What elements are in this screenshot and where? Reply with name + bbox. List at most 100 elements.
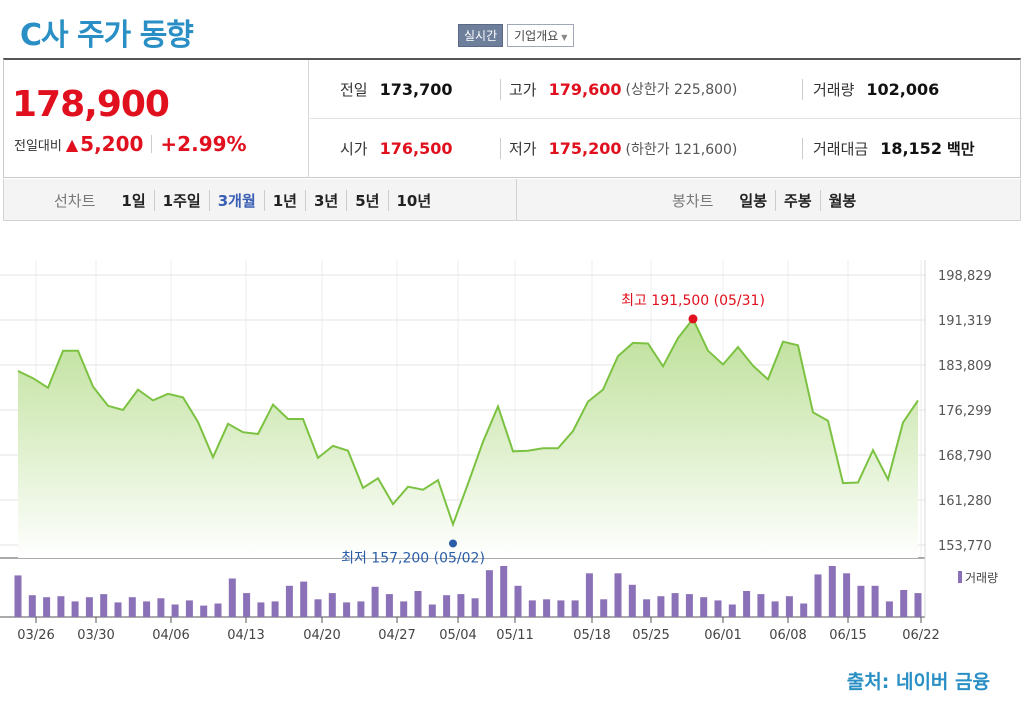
volume-bar: [757, 594, 765, 617]
volume-bar: [128, 597, 136, 617]
max-annotation: 최고 191,500 (05/31): [621, 293, 765, 309]
low-label: 저가: [509, 140, 537, 158]
x-tick-label: 03/26: [17, 628, 54, 643]
volume-bar: [685, 594, 693, 617]
x-tick-label: 06/01: [704, 628, 741, 643]
volume-bar: [671, 593, 679, 617]
volume-bar: [371, 586, 379, 617]
period-1d[interactable]: 1일: [121, 191, 146, 210]
volume-bar: [657, 596, 665, 617]
volume-bar: [543, 599, 551, 617]
open-cell: 시가 176,500: [340, 138, 452, 159]
y-tick-label: 176,299: [938, 404, 992, 419]
volume-bar: [185, 600, 193, 617]
high-cell: 고가 179,600 (상한가 225,800): [500, 78, 737, 100]
volume-bar: [914, 593, 922, 617]
volume-bar: [28, 595, 36, 617]
company-overview-label: 기업개요: [514, 29, 559, 43]
y-tick-label: 161,280: [938, 494, 992, 509]
x-tick-label: 04/13: [227, 628, 264, 643]
line-chart-label: 선차트: [54, 191, 96, 210]
min-point-marker: [449, 539, 457, 548]
period-3y[interactable]: 3년: [305, 189, 346, 211]
volume-bar: [871, 585, 879, 617]
x-tick-label: 06/08: [769, 628, 806, 643]
price-area: 178,900 전일대비 ▲ 5,200 +2.99%: [4, 60, 309, 178]
change-value: 5,200: [80, 132, 144, 156]
x-tick-label: 05/11: [496, 628, 533, 643]
volume-bar: [328, 593, 336, 617]
source-credit: 출처: 네이버 금융: [846, 671, 990, 693]
company-overview-dropdown[interactable]: 기업개요 ▼: [507, 24, 575, 47]
volume-bar: [414, 591, 422, 617]
volume-bar: [900, 590, 908, 617]
volume-bar: [700, 597, 708, 617]
volume-bar: [314, 599, 322, 617]
x-tick-label: 05/25: [632, 628, 669, 643]
divider: [151, 135, 153, 153]
chart-annotations: 최고 191,500 (05/31) 최저 157,200 (05/02): [341, 293, 765, 567]
volume-bar: [200, 605, 208, 617]
price-area-fill: [18, 318, 918, 558]
volume-legend-swatch: [958, 571, 962, 583]
low-value: 175,200: [548, 139, 622, 158]
change-row: 전일대비 ▲ 5,200 +2.99%: [14, 132, 247, 156]
candle-weekly[interactable]: 주봉: [775, 189, 820, 211]
period-1y[interactable]: 1년: [263, 189, 305, 211]
x-tick-label: 04/27: [378, 628, 415, 643]
change-percent: +2.99%: [160, 132, 247, 156]
volume-bar: [43, 597, 51, 617]
volume-bar: [214, 603, 222, 617]
candle-chart-periods: 봉차트 일봉 주봉 월봉: [672, 179, 864, 221]
volume-bar: [100, 594, 108, 617]
open-value: 176,500: [379, 139, 453, 158]
candle-chart-label: 봉차트: [672, 191, 714, 210]
volume-bar: [571, 600, 579, 617]
min-annotation: 최저 157,200 (05/02): [341, 550, 485, 566]
y-tick-label: 153,770: [938, 539, 992, 554]
period-5y[interactable]: 5년: [346, 189, 387, 211]
x-tick-label: 03/30: [77, 628, 114, 643]
x-tick-label: 04/06: [152, 628, 189, 643]
volume-bar: [385, 594, 393, 617]
x-tick-label: 06/15: [829, 628, 866, 643]
y-tick-label: 191,319: [938, 314, 992, 329]
x-tick-label: 05/04: [439, 628, 476, 643]
realtime-button[interactable]: 실시간: [458, 24, 504, 47]
volume-bar: [885, 601, 893, 617]
volume-bar: [628, 584, 636, 617]
period-3m[interactable]: 3개월: [208, 189, 264, 211]
y-tick-label: 198,829: [938, 269, 992, 284]
amount-unit: 백만: [946, 140, 975, 158]
volume-bar: [500, 566, 508, 617]
current-price: 178,900: [12, 84, 170, 125]
quote-summary: 178,900 전일대비 ▲ 5,200 +2.99% 전일 173,700 고…: [3, 58, 1022, 178]
volume-bar: [228, 578, 236, 617]
volume-bar: [485, 570, 493, 617]
x-tick-label: 06/22: [902, 628, 939, 643]
volume-bar: [557, 600, 565, 617]
volume-bar: [243, 593, 251, 617]
high-value: 179,600: [548, 79, 622, 99]
volume-bar: [785, 596, 793, 617]
volume-cell: 거래량 102,006: [802, 78, 939, 100]
volume-bar: [843, 573, 851, 617]
x-tick-label: 04/20: [303, 628, 340, 643]
volume-bar: [71, 601, 79, 617]
volume-bar: [57, 596, 65, 617]
top-buttons: 실시간 기업개요 ▼: [458, 24, 575, 47]
candle-daily[interactable]: 일봉: [739, 191, 768, 210]
period-1w[interactable]: 1주일: [153, 189, 209, 211]
volume-bar: [285, 585, 293, 617]
period-10y[interactable]: 10년: [387, 189, 440, 211]
volume-bar: [85, 597, 93, 617]
high-label: 고가: [509, 80, 537, 99]
volume-bar: [800, 603, 808, 617]
volume-bar: [600, 599, 608, 617]
volume-bar: [714, 600, 722, 617]
volume-bar: [771, 601, 779, 617]
x-tick-label: 05/18: [573, 628, 610, 643]
volume-bars: 거래량: [14, 566, 998, 617]
candle-monthly[interactable]: 월봉: [819, 189, 865, 211]
volume-bar: [257, 602, 265, 617]
